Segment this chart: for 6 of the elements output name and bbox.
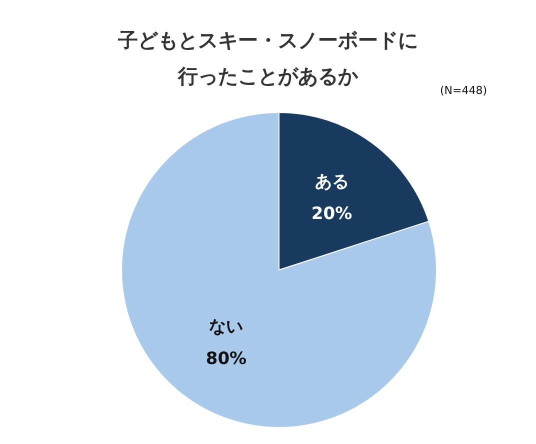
slice-label: ある	[314, 172, 349, 192]
text: (N=448)	[440, 84, 488, 97]
data-label: 80%	[206, 349, 247, 370]
data-label: 20%	[311, 204, 352, 224]
slice-label: ない	[209, 317, 244, 338]
chart-title: 子どもとスキー・スノーボードに行ったことがあるか	[117, 27, 419, 90]
